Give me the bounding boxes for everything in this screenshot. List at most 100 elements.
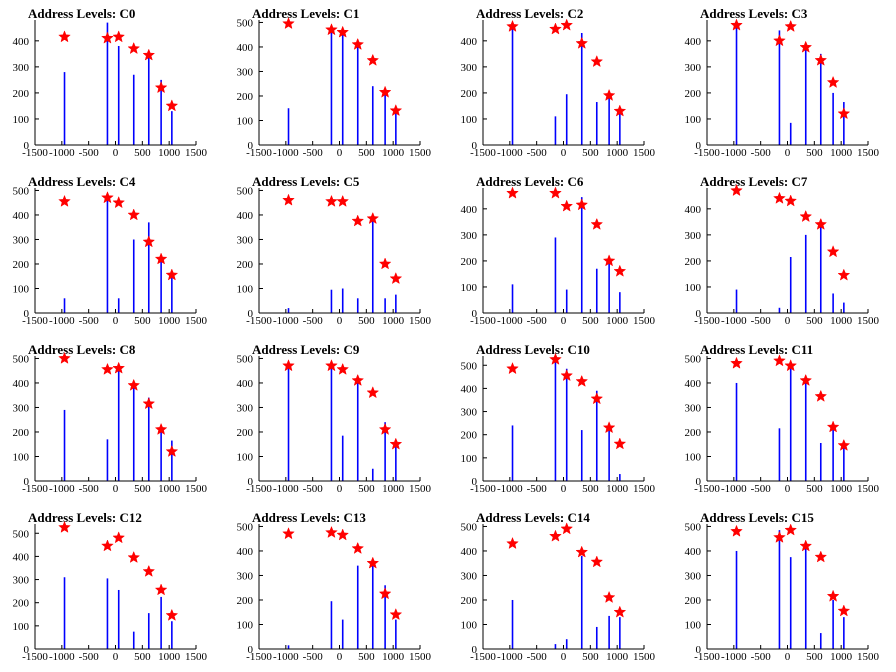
y-tick-label: 300 — [461, 62, 478, 74]
peak-marker — [799, 373, 813, 386]
peak-marker — [378, 85, 392, 98]
x-tick-label: 0 — [785, 315, 791, 327]
y-tick-label: 500 — [461, 360, 478, 372]
peak-marker — [590, 55, 604, 68]
x-tick-label: 0 — [337, 315, 343, 327]
x-tick-label: -500 — [751, 315, 772, 327]
x-tick-label: 500 — [582, 147, 599, 159]
y-tick-label: 200 — [237, 595, 254, 607]
y-tick-label: 300 — [461, 570, 478, 582]
x-tick-label: 0 — [785, 483, 791, 495]
y-tick-label: 400 — [13, 210, 30, 222]
x-tick-label: 500 — [582, 483, 599, 495]
x-tick-label: 1000 — [158, 315, 181, 327]
y-tick-label: 0 — [24, 644, 30, 656]
x-tick-label: -1500 — [22, 147, 48, 159]
y-tick-label: 300 — [13, 402, 30, 414]
peak-marker — [154, 422, 168, 435]
peak-marker — [799, 40, 813, 53]
x-tick-label: -1000 — [49, 315, 75, 327]
y-tick-label: 400 — [461, 546, 478, 558]
y-tick-label: 200 — [13, 427, 30, 439]
peak-marker — [730, 356, 743, 369]
histogram-svg: Address Levels: C10 0 100 200 300 400 500 -1500… — [461, 342, 656, 495]
x-tick-label: 500 — [582, 315, 599, 327]
y-tick-label: 0 — [248, 140, 254, 152]
peak-marker — [590, 217, 604, 230]
peak-marker — [826, 75, 840, 88]
x-tick-label: 1500 — [857, 147, 880, 159]
x-tick-label: 1500 — [633, 651, 656, 663]
x-tick-label: -1000 — [49, 147, 75, 159]
x-tick-label: 500 — [358, 483, 375, 495]
x-tick-label: 1500 — [185, 483, 208, 495]
chart-title: Address Levels: C6 — [476, 174, 584, 189]
peak-marker — [730, 183, 743, 197]
y-tick-label: 500 — [13, 353, 30, 365]
histogram-svg: Address Levels: C2 0 100 200 300 400 -1500 -100… — [461, 6, 656, 159]
peak-marker — [549, 22, 562, 35]
y-tick-label: 200 — [685, 427, 702, 439]
y-tick-label: 400 — [237, 546, 254, 558]
y-tick-label: 0 — [24, 476, 30, 488]
peak-marker — [826, 420, 840, 433]
y-tick-label: 300 — [685, 62, 702, 74]
y-tick-label: 200 — [461, 430, 478, 442]
x-tick-label: -1500 — [22, 483, 48, 495]
y-tick-label: 500 — [237, 521, 254, 533]
chart-title: Address Levels: C8 — [28, 342, 136, 357]
x-tick-label: -1500 — [694, 147, 720, 159]
chart-title: Address Levels: C15 — [700, 510, 814, 525]
chart-title: Address Levels: C12 — [28, 510, 142, 525]
peak-marker — [784, 194, 798, 207]
y-tick-label: 200 — [685, 256, 702, 268]
y-tick-label: 300 — [237, 66, 254, 78]
peak-marker — [58, 30, 71, 43]
y-tick-label: 100 — [685, 114, 702, 126]
histogram-svg: Address Levels: C12 0 100 200 300 400 500 -1500… — [13, 510, 208, 663]
y-tick-label: 100 — [685, 451, 702, 463]
y-tick-label: 100 — [13, 283, 30, 295]
x-tick-label: 0 — [785, 147, 791, 159]
x-tick-label: -1000 — [49, 651, 75, 663]
peak-marker — [814, 550, 828, 563]
peak-marker — [325, 23, 338, 36]
x-tick-label: -500 — [303, 651, 324, 663]
x-tick-label: 1000 — [606, 147, 629, 159]
x-tick-label: -1500 — [694, 315, 720, 327]
peak-marker — [366, 556, 380, 569]
peak-marker — [389, 437, 403, 450]
x-tick-label: -1000 — [721, 315, 747, 327]
peak-marker — [575, 36, 589, 49]
peak-marker — [814, 53, 828, 66]
x-tick-label: 500 — [582, 651, 599, 663]
peak-marker — [799, 209, 813, 223]
peak-marker — [826, 589, 840, 602]
y-tick-label: 300 — [237, 570, 254, 582]
peak-marker — [101, 191, 114, 204]
peak-marker — [142, 235, 156, 248]
x-tick-label: 1500 — [857, 483, 880, 495]
histogram-svg: Address Levels: C80100200300400500-1500-… — [13, 342, 208, 495]
y-tick-label: 0 — [696, 644, 702, 656]
x-tick-label: 0 — [337, 483, 343, 495]
peak-marker — [837, 438, 851, 451]
histogram-svg: Address Levels: C40100200300400500-1500-… — [13, 174, 208, 327]
y-tick-label: 100 — [461, 282, 478, 294]
x-tick-label: -1000 — [273, 147, 299, 159]
peak-marker — [560, 199, 574, 212]
peak-marker — [101, 31, 114, 44]
x-tick-label: 1500 — [633, 147, 656, 159]
histogram-panel: Address Levels: C8 0 100 200 300 400 500 -1500-… — [0, 336, 224, 504]
x-tick-label: -1000 — [273, 651, 299, 663]
y-tick-label: 400 — [237, 42, 254, 54]
y-tick-label: 0 — [696, 140, 702, 152]
peak-marker — [799, 539, 813, 552]
y-tick-label: 400 — [237, 378, 254, 390]
peak-marker — [101, 539, 114, 552]
histogram-panel: Address Levels: C15 0 100 200 300 400 500 -1500… — [672, 504, 896, 672]
y-tick-label: 100 — [237, 115, 254, 127]
histogram-svg: Address Levels: C6 0 100 200 300 400 -1500 -100… — [461, 174, 656, 327]
y-tick-label: 300 — [685, 402, 702, 414]
peak-marker — [336, 194, 350, 207]
